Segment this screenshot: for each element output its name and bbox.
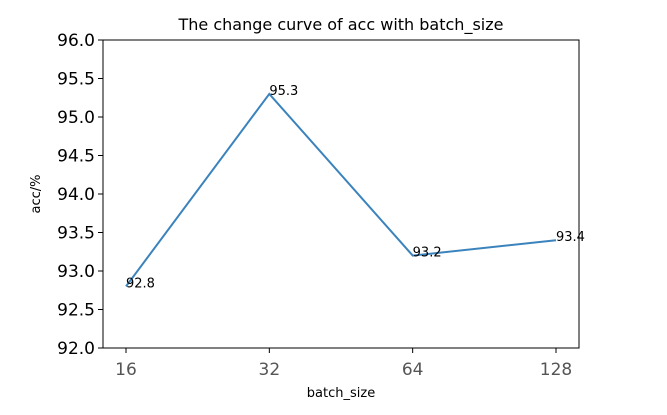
data-labels: 92.8 95.3 93.2 93.4 [126, 84, 585, 291]
data-label: 95.3 [269, 84, 298, 99]
y-tick-label: 93.5 [57, 224, 95, 244]
y-tick-label: 92.0 [57, 339, 95, 359]
x-tick-label: 64 [402, 360, 424, 380]
x-axis-ticks: 16 32 64 128 [115, 348, 572, 380]
data-label: 93.2 [413, 246, 442, 261]
y-tick-label: 93.0 [57, 262, 95, 282]
x-axis-label: batch_size [307, 386, 375, 401]
y-tick-label: 92.5 [57, 301, 95, 321]
y-tick-label: 96.0 [57, 31, 95, 51]
plot-frame [102, 39, 580, 349]
y-tick-label: 95.0 [57, 108, 95, 128]
x-tick-label: 128 [540, 360, 572, 380]
x-tick-label: 32 [259, 360, 281, 380]
y-tick-label: 95.5 [57, 70, 95, 90]
series-line [125, 92, 557, 287]
y-tick-label: 94.5 [57, 147, 95, 167]
x-tick-label: 16 [115, 360, 137, 380]
chart-title: The change curve of acc with batch_size [178, 15, 504, 35]
y-axis-label: acc/% [29, 175, 44, 214]
y-axis-ticks: 92.0 92.5 93.0 93.5 94.0 94.5 95.0 95.5 96.0 [57, 31, 103, 359]
data-label: 93.4 [556, 230, 585, 245]
data-label: 92.8 [126, 276, 155, 291]
y-tick-label: 94.0 [57, 185, 95, 205]
